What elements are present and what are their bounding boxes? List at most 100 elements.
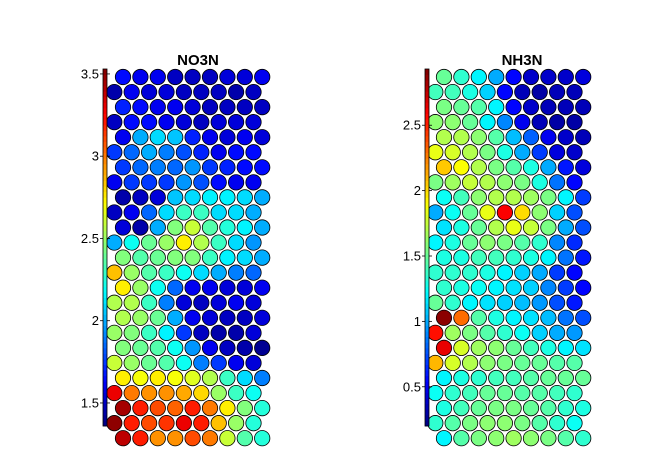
hex-cell <box>488 399 505 417</box>
hex-cell <box>566 83 583 101</box>
panel-nh3n: NH3N 0.5 1 1.5 2 2.5 <box>403 52 592 447</box>
hex-cell <box>435 219 453 236</box>
hex-cell <box>149 99 166 116</box>
hex-cell <box>505 219 522 236</box>
hex-cell <box>566 174 583 191</box>
hex-cell <box>548 264 566 281</box>
hex-cell <box>566 234 583 251</box>
hex-cell <box>193 144 210 161</box>
hex-cell <box>141 324 158 341</box>
hex-cell <box>141 264 158 281</box>
hex-cell <box>201 249 219 266</box>
hex-cell <box>219 99 236 116</box>
hex-cell <box>193 114 210 131</box>
hex-cell <box>149 189 166 206</box>
hex-cell <box>575 99 592 116</box>
hex-cell <box>540 99 557 116</box>
colorbar-segment <box>425 325 429 332</box>
hex-cell <box>496 264 513 281</box>
hex-cell <box>141 204 158 221</box>
hex-cell <box>557 68 574 86</box>
colorbar-segment <box>103 186 107 193</box>
hex-cell <box>505 279 522 296</box>
hex-cell <box>479 144 496 161</box>
colorbar-segment <box>103 342 107 349</box>
hex-cell <box>193 264 210 281</box>
colorbar-segment <box>103 314 107 321</box>
hex-cell <box>540 369 557 387</box>
hex-cell <box>557 279 574 296</box>
hex-cell <box>548 144 566 161</box>
hex-cell <box>114 339 132 356</box>
hex-cell <box>505 369 522 387</box>
hex-cell <box>245 294 262 311</box>
hex-cell <box>219 219 236 236</box>
hex-cell <box>453 189 470 206</box>
hex-cell <box>444 204 461 221</box>
colorbar-segment <box>103 297 107 304</box>
hex-cell <box>427 294 444 311</box>
hex-cell <box>488 219 505 236</box>
hex-cell <box>557 430 574 447</box>
hex-cell <box>470 339 487 356</box>
hex-cell <box>114 279 132 296</box>
hex-cell <box>496 384 513 402</box>
hex-cell <box>141 234 158 251</box>
hex-cell <box>210 144 227 161</box>
hex-cell <box>254 249 271 266</box>
hex-cell <box>453 339 470 356</box>
colorbar-segment <box>425 392 429 399</box>
hex-cell <box>531 384 548 402</box>
hex-cell <box>193 174 210 191</box>
hex-cell <box>184 430 201 447</box>
hex-cell <box>106 264 123 281</box>
colorbar-segment <box>103 375 107 382</box>
hex-cell <box>236 219 253 236</box>
colorbar-segment <box>425 180 429 187</box>
hex-cell <box>566 294 583 311</box>
hex-cell <box>522 219 540 236</box>
hex-cell <box>175 83 192 101</box>
hex-cell <box>219 279 236 296</box>
hex-cell <box>219 68 236 86</box>
colorbar-tick-label: 2 <box>414 183 421 198</box>
hex-cell <box>531 324 548 341</box>
hex-cell <box>175 294 192 311</box>
colorbar-segment <box>103 398 107 405</box>
hex-cell <box>453 399 470 417</box>
hex-cell <box>435 279 453 296</box>
hex-cell <box>210 114 227 131</box>
hex-cell <box>488 68 505 86</box>
hex-cell <box>531 354 548 372</box>
hex-cell <box>254 129 271 146</box>
hex-cell <box>531 174 548 191</box>
hex-cell <box>488 159 505 176</box>
hex-cell <box>106 234 123 251</box>
colorbar-segment <box>425 236 429 243</box>
hex-cell <box>149 249 166 266</box>
hex-cell <box>522 129 540 146</box>
hex-cell <box>505 249 522 266</box>
hex-cell <box>123 294 140 311</box>
hex-cell <box>210 294 227 311</box>
hex-cell <box>470 219 487 236</box>
chart-title-nh3n: NH3N <box>502 52 543 69</box>
hex-cell <box>132 249 149 266</box>
hex-cell <box>505 99 522 116</box>
hex-cell <box>479 354 496 372</box>
colorbar-segment <box>425 169 429 176</box>
colorbar-segment <box>425 202 429 209</box>
colorbar-segment <box>425 163 429 170</box>
colorbar: 0.5 1 1.5 2 2.5 <box>403 68 432 427</box>
hex-cell <box>184 219 201 236</box>
hex-cell <box>228 144 245 161</box>
colorbar-segment <box>103 403 107 410</box>
colorbar-tick-label: 1.5 <box>81 395 99 410</box>
hex-cell <box>141 174 158 191</box>
hex-cell <box>522 249 540 266</box>
hex-cell <box>114 159 132 176</box>
hex-cell <box>557 339 574 356</box>
hex-cell <box>175 324 192 341</box>
hex-cell <box>219 430 236 447</box>
